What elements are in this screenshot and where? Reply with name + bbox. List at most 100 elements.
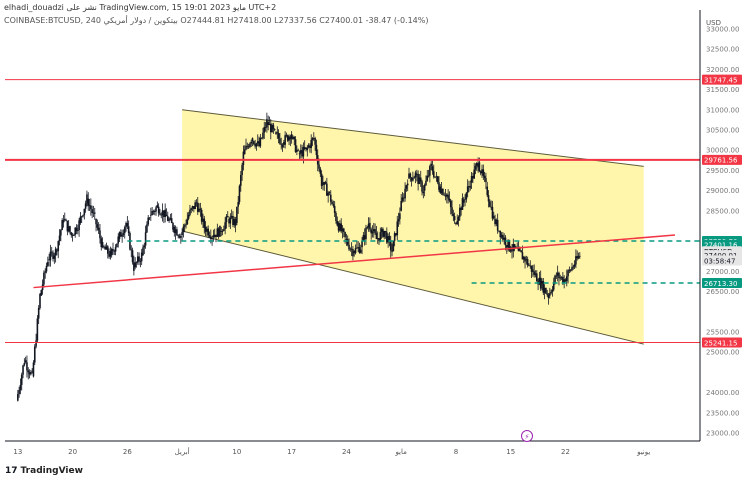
brand-text: TradingView xyxy=(20,466,83,476)
candle-body xyxy=(254,144,256,147)
candle-body xyxy=(195,202,198,204)
candle-body xyxy=(84,203,87,209)
tradingview-logo[interactable]: 17 TradingView xyxy=(5,466,83,476)
candle-body xyxy=(472,176,474,179)
candle-body xyxy=(320,173,323,186)
y-axis-tick-label: 27000.00 xyxy=(706,268,739,276)
candle-body xyxy=(238,185,241,202)
candle-body xyxy=(532,269,534,272)
candle-body xyxy=(577,256,580,259)
candle-body xyxy=(432,171,435,177)
candle-body xyxy=(352,249,354,257)
candle-body xyxy=(37,308,40,319)
price-tag-label: 26713.30 xyxy=(704,280,737,288)
candle-body xyxy=(541,281,543,284)
y-axis-tick-label: 32000.00 xyxy=(706,66,739,74)
price-tags: 31747.4529761.5625241.1526713.3027753.70… xyxy=(702,74,742,348)
candle-body xyxy=(229,217,232,224)
candle-body xyxy=(485,178,487,183)
candle-body xyxy=(20,374,23,385)
candle-body xyxy=(40,290,43,296)
candle-body xyxy=(133,262,135,271)
x-axis-tick-label: مايو xyxy=(394,448,407,456)
candle-body xyxy=(427,175,430,177)
price-tag-bg xyxy=(702,277,742,288)
candle-body xyxy=(213,234,216,238)
candle-body xyxy=(206,228,208,232)
candle-body xyxy=(483,175,486,179)
candle-body xyxy=(258,141,260,147)
candle-body xyxy=(379,232,382,241)
candle-body xyxy=(346,239,349,245)
y-axis-tick-label: 25500.00 xyxy=(706,329,739,337)
candle-body xyxy=(358,247,361,253)
x-axis-tick-label: 26 xyxy=(123,448,132,456)
candle-body xyxy=(469,186,472,188)
candle-body xyxy=(464,199,466,201)
candle-body xyxy=(354,248,357,254)
candle-body xyxy=(260,137,263,139)
candle-body xyxy=(337,222,340,231)
candle-body xyxy=(263,126,266,133)
candle-body xyxy=(442,189,444,195)
candle-body xyxy=(335,213,337,221)
candle-body xyxy=(277,133,280,139)
candle-body xyxy=(324,182,327,184)
candle-body xyxy=(302,147,305,157)
candle-body xyxy=(193,206,195,210)
y-axis-tick-label: 28500.00 xyxy=(706,207,739,215)
candle-body xyxy=(255,143,258,147)
candle-body xyxy=(82,215,84,217)
candle-body xyxy=(75,227,78,232)
candle-body xyxy=(444,195,447,197)
candle-body xyxy=(44,271,47,273)
candle-body xyxy=(251,138,254,142)
candle-body xyxy=(370,229,372,234)
candle-body xyxy=(313,138,315,139)
candle-body xyxy=(273,129,276,130)
candle-body xyxy=(210,236,212,239)
candle-body xyxy=(434,176,436,178)
candle-body xyxy=(138,256,140,262)
candle-body xyxy=(328,191,331,193)
price-tag-bg xyxy=(702,154,742,165)
candle-body xyxy=(239,174,242,186)
candle-body xyxy=(307,145,310,148)
candle-body xyxy=(425,180,427,186)
candle-body xyxy=(492,216,495,219)
candle-body xyxy=(80,216,83,218)
y-axis-tick-label: 31000.00 xyxy=(706,106,739,114)
candle-body xyxy=(279,138,281,144)
candle-body xyxy=(174,229,177,233)
y-axis-tick-label: 24000.00 xyxy=(706,389,739,397)
candle-body xyxy=(170,218,173,224)
candle-body xyxy=(562,276,564,283)
candle-body xyxy=(406,183,409,186)
candle-body xyxy=(69,226,71,233)
candle-body xyxy=(168,219,170,221)
candle-body xyxy=(314,138,316,145)
candle-body xyxy=(396,221,399,236)
candle-body xyxy=(543,287,546,293)
candle-body xyxy=(159,213,161,215)
candle-body xyxy=(526,259,529,266)
candle-body xyxy=(401,197,404,202)
x-axis-tick-label: يونيو xyxy=(636,448,650,456)
candle-body xyxy=(104,246,106,250)
candle-body xyxy=(457,216,460,221)
candle-body xyxy=(367,223,370,228)
candle-body xyxy=(533,271,535,275)
candle-body xyxy=(219,225,221,237)
candle-body xyxy=(17,394,19,401)
candle-body xyxy=(125,223,127,228)
candle-body xyxy=(303,147,306,150)
candle-body xyxy=(416,173,418,175)
candle-body xyxy=(466,186,469,193)
candle-layer xyxy=(17,112,581,402)
candle-body xyxy=(190,208,193,210)
candle-body xyxy=(215,234,217,237)
event-marker-icon[interactable]: ⚡ xyxy=(521,430,533,442)
candle-body xyxy=(217,228,220,237)
candle-body xyxy=(319,168,322,174)
